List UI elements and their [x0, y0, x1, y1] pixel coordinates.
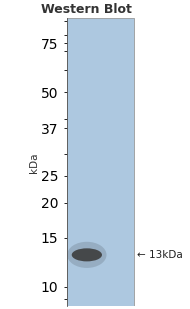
Bar: [67, 18, 134, 306]
Y-axis label: kDa: kDa: [29, 152, 39, 172]
Ellipse shape: [67, 242, 107, 268]
Ellipse shape: [72, 248, 102, 261]
Text: ← 13kDa: ← 13kDa: [137, 250, 183, 260]
Title: Western Blot: Western Blot: [41, 3, 132, 16]
